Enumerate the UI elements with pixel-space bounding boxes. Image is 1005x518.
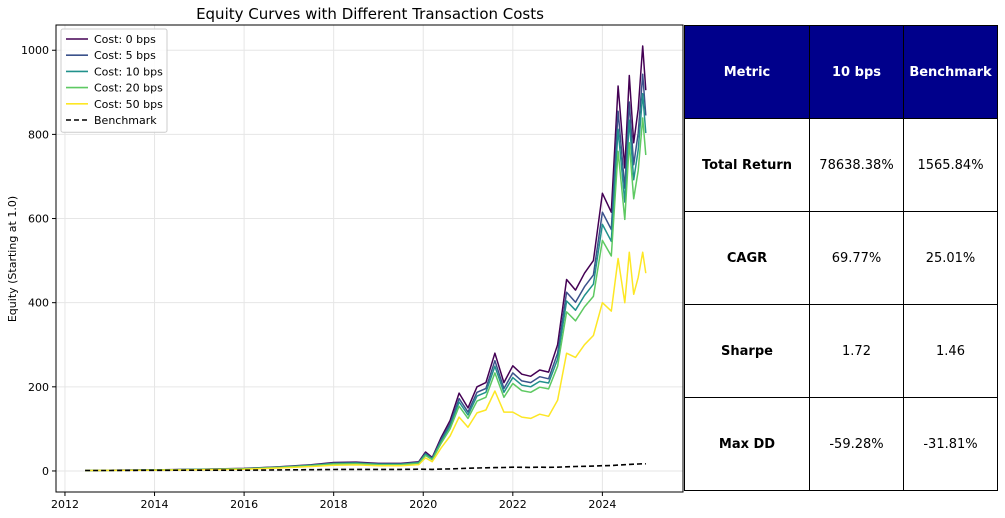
table-row: Max DD -59.28% -31.81% xyxy=(684,397,998,491)
x-tick-label: 2016 xyxy=(230,498,258,511)
legend-label-4: Cost: 50 bps xyxy=(94,98,163,111)
legend-label-0: Cost: 0 bps xyxy=(94,33,156,46)
series-line-3 xyxy=(85,117,647,472)
series-line-4 xyxy=(85,251,647,472)
header-metric: Metric xyxy=(684,25,810,119)
metric-value-10bps: -59.28% xyxy=(809,397,904,491)
y-tick-label: 400 xyxy=(28,297,49,310)
y-axis-label: Equity (Starting at 1.0) xyxy=(6,196,19,322)
grid-lines xyxy=(56,25,683,492)
series-line-1 xyxy=(85,73,647,472)
x-tick-label: 2012 xyxy=(51,498,79,511)
metric-name: CAGR xyxy=(684,211,810,305)
y-tick-label: 600 xyxy=(28,213,49,226)
chart-title: Equity Curves with Different Transaction… xyxy=(196,5,544,23)
table-row: CAGR 69.77% 25.01% xyxy=(684,211,998,305)
series-lines xyxy=(85,45,647,472)
metric-name: Total Return xyxy=(684,118,810,212)
table-header-row: Metric 10 bps Benchmark xyxy=(684,25,998,119)
x-tick-label: 2022 xyxy=(499,498,527,511)
metric-value-benchmark: 1.46 xyxy=(903,304,998,398)
y-tick-label: 800 xyxy=(28,128,49,141)
legend-label-1: Cost: 5 bps xyxy=(94,49,156,62)
x-tick-label: 2024 xyxy=(588,498,616,511)
y-tick-label: 1000 xyxy=(21,44,49,57)
metric-value-10bps: 69.77% xyxy=(809,211,904,305)
equity-chart: Equity Curves with Different Transaction… xyxy=(6,5,684,511)
series-line-0 xyxy=(85,45,647,472)
x-tick-label: 2018 xyxy=(320,498,348,511)
metric-value-10bps: 78638.38% xyxy=(809,118,904,212)
plot-area-frame xyxy=(55,24,684,493)
table-row: Total Return 78638.38% 1565.84% xyxy=(684,118,998,212)
header-10bps: 10 bps xyxy=(809,25,904,119)
metric-value-benchmark: -31.81% xyxy=(903,397,998,491)
legend: Cost: 0 bps Cost: 5 bps Cost: 10 bps Cost: … xyxy=(60,28,168,133)
x-tick-label: 2014 xyxy=(141,498,169,511)
metric-value-benchmark: 25.01% xyxy=(903,211,998,305)
legend-label-5: Benchmark xyxy=(94,114,157,127)
metrics-table: Metric 10 bps Benchmark Total Return 786… xyxy=(684,25,998,491)
legend-label-2: Cost: 10 bps xyxy=(94,65,163,78)
axes: 2012 2014 2016 2018 2020 2022 2024 0 200 400 600 80… xyxy=(21,44,616,511)
metric-name: Max DD xyxy=(684,397,810,491)
table-row: Sharpe 1.72 1.46 xyxy=(684,304,998,398)
series-line-5 xyxy=(85,462,646,472)
y-tick-label: 0 xyxy=(42,465,49,478)
header-benchmark: Benchmark xyxy=(903,25,998,119)
x-tick-label: 2020 xyxy=(409,498,437,511)
metric-value-benchmark: 1565.84% xyxy=(903,118,998,212)
legend-label-3: Cost: 20 bps xyxy=(94,82,163,95)
y-tick-label: 200 xyxy=(28,381,49,394)
metric-name: Sharpe xyxy=(684,304,810,398)
metric-value-10bps: 1.72 xyxy=(809,304,904,398)
series-line-2 xyxy=(85,92,647,472)
